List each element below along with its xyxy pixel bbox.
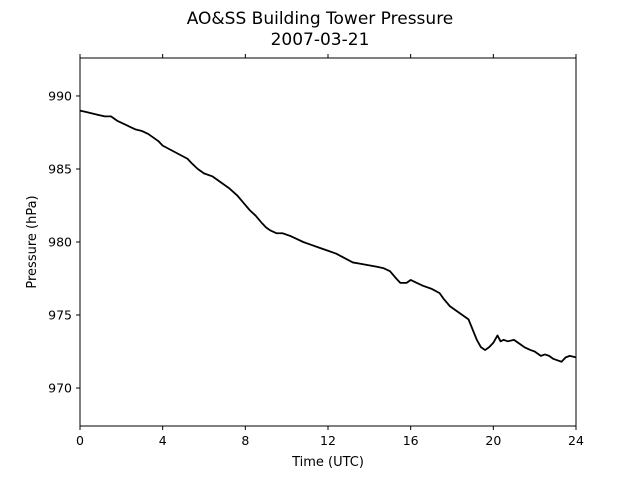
x-axis-label: Time (UTC): [291, 455, 364, 470]
x-tick-label: 4: [159, 433, 167, 448]
chart-subtitle: 2007-03-21: [271, 30, 370, 50]
y-tick-label: 990: [48, 88, 72, 103]
pressure-series-line: [79, 109, 577, 363]
y-tick-label: 975: [48, 308, 72, 323]
y-tick-label: 980: [48, 235, 72, 250]
x-tick-label: 24: [568, 433, 584, 448]
x-tick-label: 8: [241, 433, 249, 448]
y-axis-label: Pressure (hPa): [25, 195, 40, 288]
x-tick-label: 16: [403, 433, 419, 448]
x-tick-label: 0: [76, 433, 84, 448]
ticks-layer: 0 4 8 12 16 20 24 970 975 980 985 990: [48, 54, 584, 448]
chart-title: AO&SS Building Tower Pressure: [187, 9, 454, 29]
series-layer: [79, 109, 577, 363]
x-tick-label: 12: [320, 433, 336, 448]
x-tick-label: 20: [485, 433, 501, 448]
plot-frame: [79, 57, 577, 427]
y-tick-label: 985: [48, 161, 72, 176]
y-tick-label: 970: [48, 381, 72, 396]
